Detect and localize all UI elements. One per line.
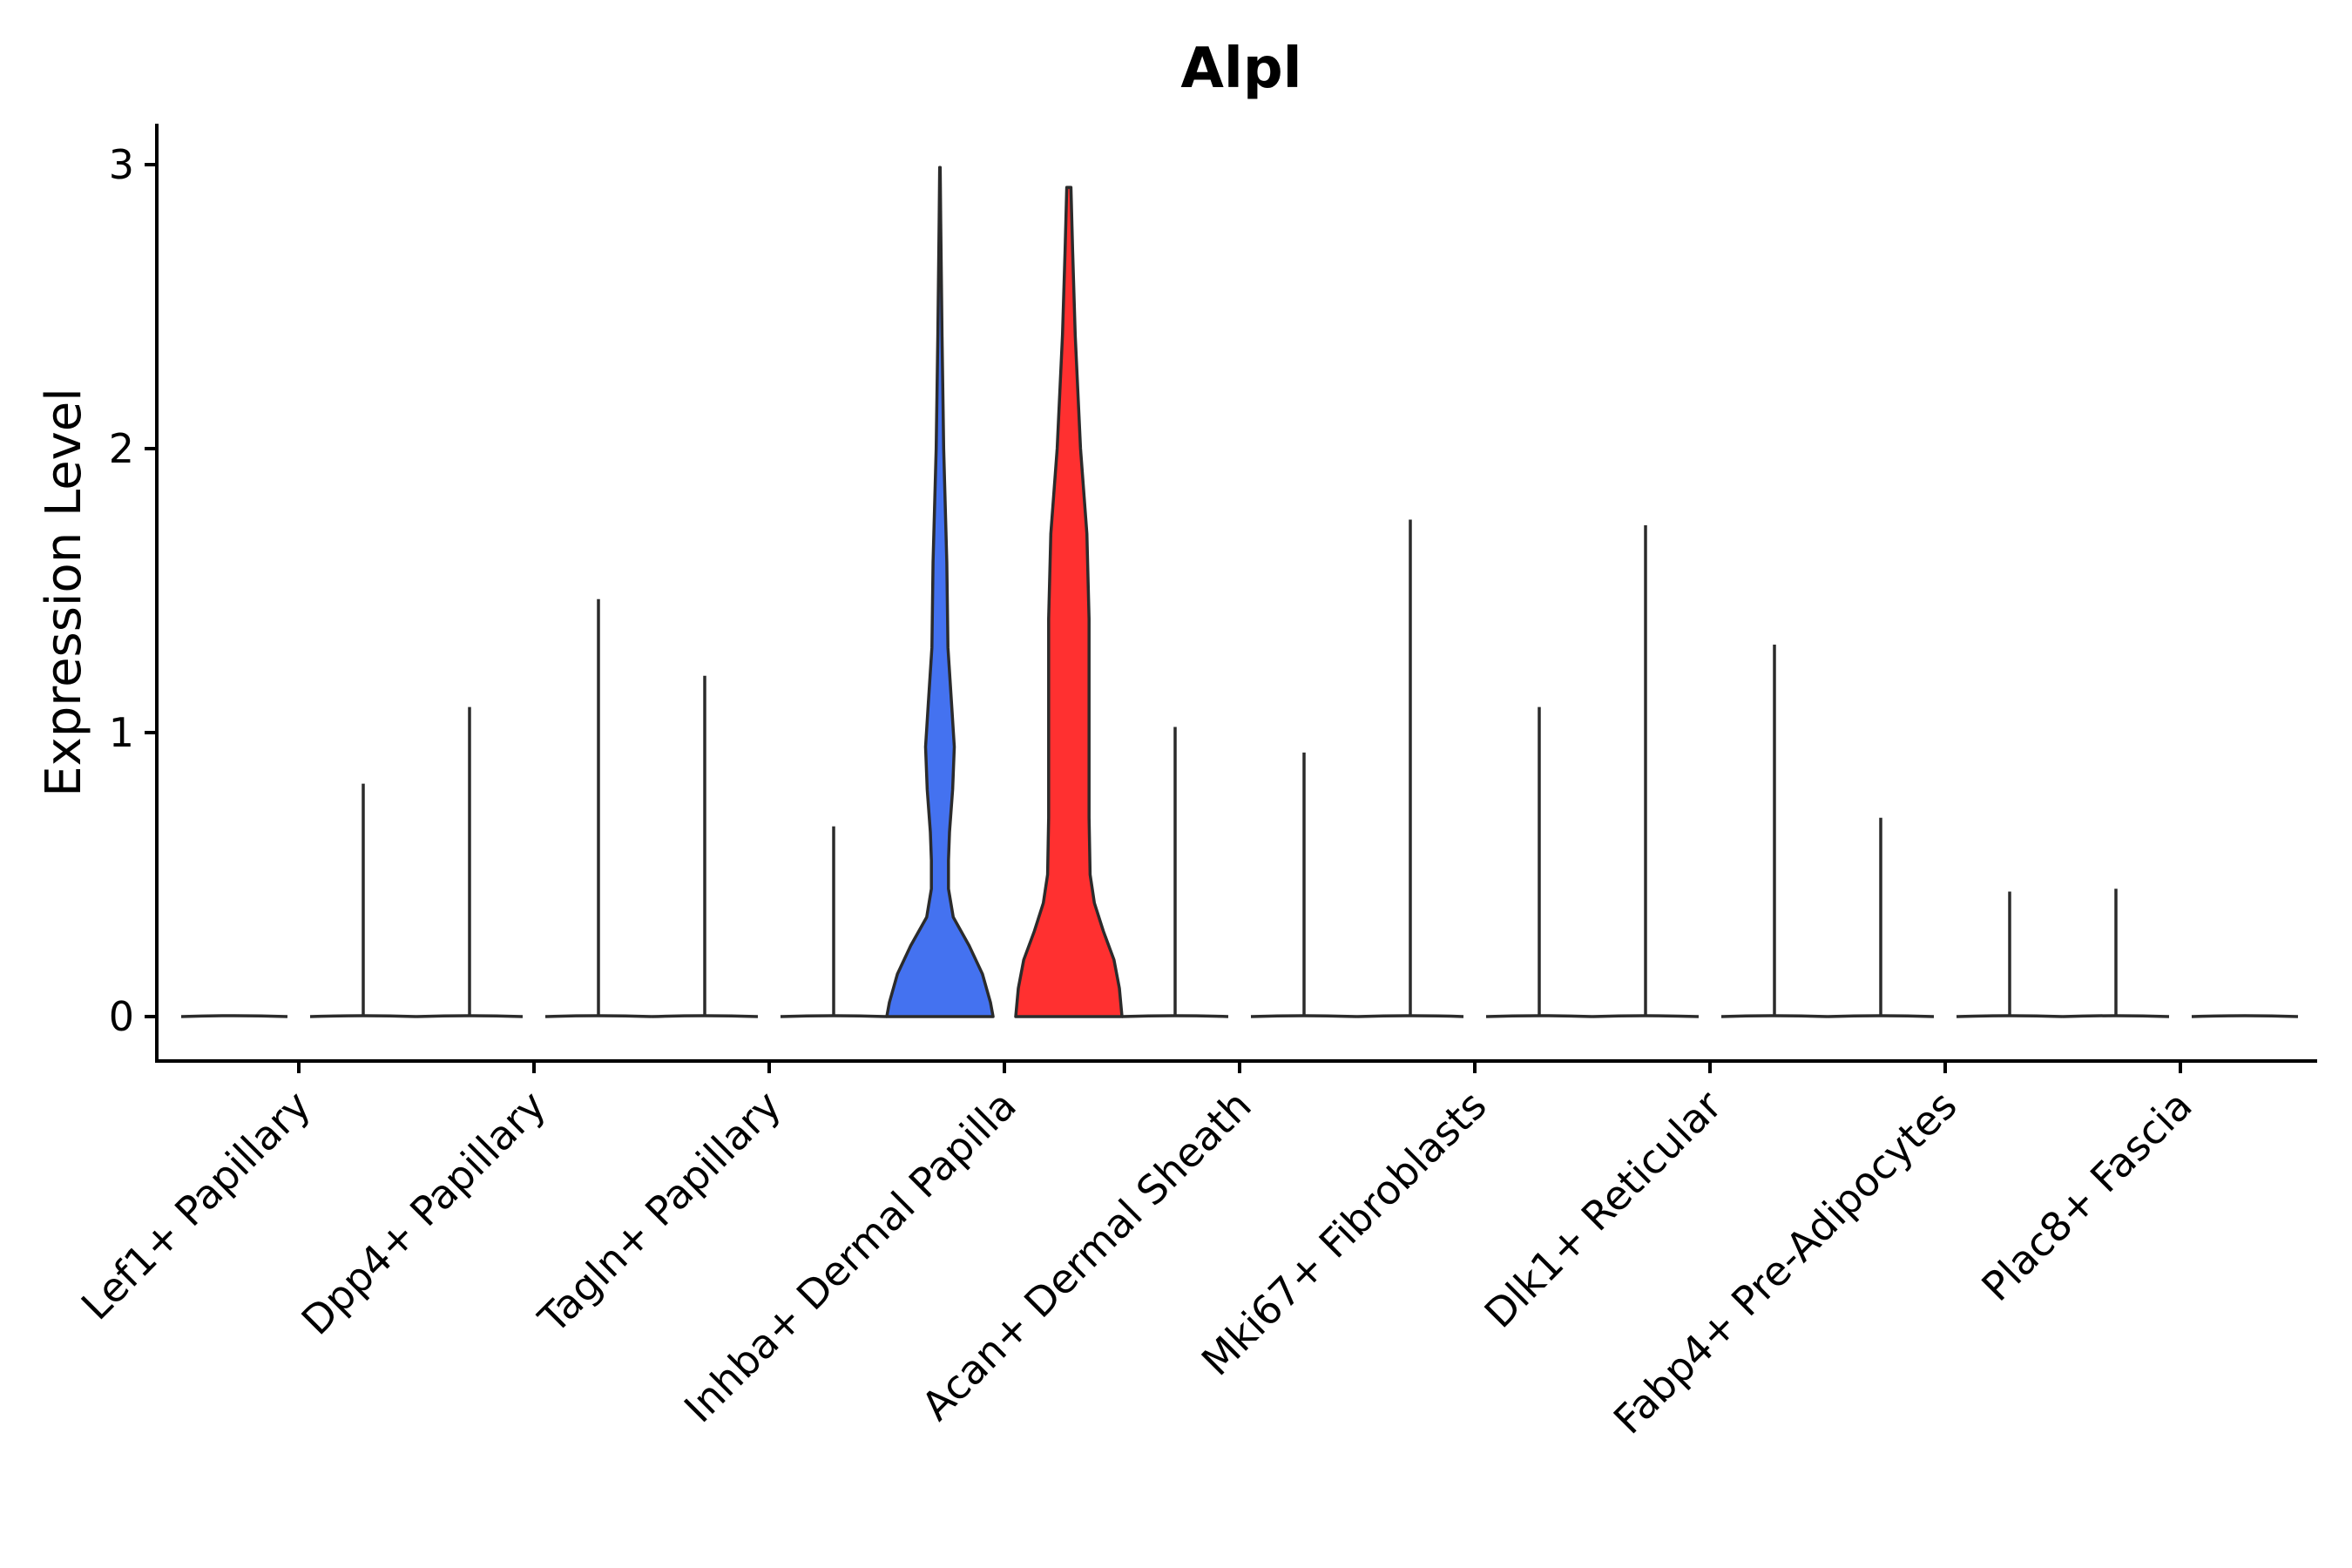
chart-title: Alpl xyxy=(1180,37,1301,101)
y-tick-label: 1 xyxy=(109,709,134,756)
x-tick-label: Tagln+ Papillary xyxy=(529,1082,790,1343)
y-axis-label: Expression Level xyxy=(36,388,92,797)
violin-base-group1 xyxy=(180,1014,288,1018)
y-tick-label: 0 xyxy=(109,993,134,1040)
x-tick-label: Plac8+ Fascia xyxy=(1972,1082,2200,1310)
axis-lines xyxy=(155,124,2317,1063)
plot-area xyxy=(180,166,2299,1018)
x-tick-label: Lef1+ Papillary xyxy=(72,1082,320,1329)
x-tick-label: Dlk1+ Reticular xyxy=(1476,1082,1731,1337)
violin-base-group2 xyxy=(2191,1014,2299,1018)
x-tick-label: Dpp4+ Papillary xyxy=(293,1082,555,1344)
y-tick-label: 2 xyxy=(109,425,134,472)
violin-group2 xyxy=(1014,186,1124,1018)
y-axis-ticks: 0 1 2 3 xyxy=(109,141,157,1040)
y-tick-label: 3 xyxy=(109,141,134,188)
violin-group1 xyxy=(885,166,995,1018)
